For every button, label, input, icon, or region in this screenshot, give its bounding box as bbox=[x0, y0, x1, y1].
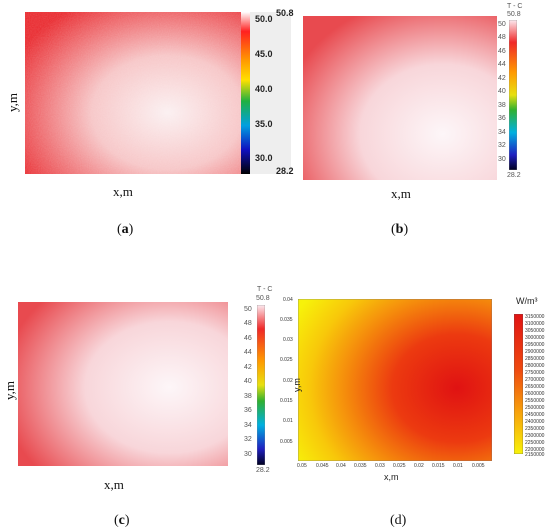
heatmap-a bbox=[25, 12, 241, 174]
colorbar-d-tick: 2550000 bbox=[525, 398, 545, 404]
colorbar-c-tick: 32 bbox=[244, 436, 252, 443]
colorbar-d-tick: 3000000 bbox=[525, 335, 545, 341]
colorbar-d-tick: 2300000 bbox=[525, 433, 545, 439]
panel-label-b: (b) bbox=[391, 222, 409, 237]
d-xtick: 0.02 bbox=[414, 463, 424, 469]
colorbar-d-tick: 2200000 bbox=[525, 447, 545, 453]
colorbar-c-tick: 48 bbox=[244, 320, 252, 327]
d-unit-label: W/m³ bbox=[516, 296, 538, 306]
colorbar-c-tick: 36 bbox=[244, 407, 252, 414]
ylabel-a: y,m bbox=[5, 92, 20, 112]
colorbar-b-tick: 36 bbox=[498, 115, 506, 122]
colorbar-b bbox=[509, 20, 517, 170]
xlabel-d: x,m bbox=[384, 472, 399, 482]
colorbar-c-tick: 30 bbox=[244, 451, 252, 458]
colorbar-d-tick: 2150000 bbox=[525, 452, 545, 458]
d-xtick: 0.03 bbox=[375, 463, 385, 469]
d-xtick: 0.04 bbox=[336, 463, 346, 469]
colorbar-a-tick: 35.0 bbox=[255, 119, 273, 129]
colorbar-c-tick: 50 bbox=[244, 306, 252, 313]
colorbar-d-tick: 2350000 bbox=[525, 426, 545, 432]
colorbar-b-max: 50.8 bbox=[507, 11, 521, 18]
colorbar-d-tick: 2500000 bbox=[525, 405, 545, 411]
colorbar-d-tick: 2250000 bbox=[525, 440, 545, 446]
colorbar-b-tick: 32 bbox=[498, 142, 506, 149]
colorbar-d-tick: 2650000 bbox=[525, 384, 545, 390]
d-xtick: 0.005 bbox=[472, 463, 485, 469]
d-xtick: 0.05 bbox=[297, 463, 307, 469]
d-ytick: 0.025 bbox=[280, 357, 293, 363]
colorbar-c-max: 50.8 bbox=[256, 295, 270, 302]
d-ytick: 0.015 bbox=[280, 398, 293, 404]
d-xtick: 0.015 bbox=[432, 463, 445, 469]
colorbar-a-tick: 40.0 bbox=[255, 84, 273, 94]
d-ytick: 0.02 bbox=[283, 378, 293, 384]
colorbar-d-tick: 2950000 bbox=[525, 342, 545, 348]
colorbar-d-tick: 2450000 bbox=[525, 412, 545, 418]
colorbar-b-tick: 44 bbox=[498, 61, 506, 68]
colorbar-d-tick: 2850000 bbox=[525, 356, 545, 362]
d-ytick: 0.035 bbox=[280, 317, 293, 323]
colorbar-b-tick: 50 bbox=[498, 21, 506, 28]
colorbar-d-tick: 2400000 bbox=[525, 419, 545, 425]
colorbar-a-tick: 45.0 bbox=[255, 49, 273, 59]
colorbar-b-tick: 38 bbox=[498, 102, 506, 109]
colorbar-a-min: 28.2 bbox=[276, 166, 294, 176]
colorbar-b-min: 28.2 bbox=[507, 172, 521, 179]
d-xtick: 0.035 bbox=[354, 463, 367, 469]
colorbar-d-tick: 3150000 bbox=[525, 314, 545, 320]
d-ytick: 0.04 bbox=[283, 297, 293, 303]
panel-label-d: (d) bbox=[390, 513, 407, 528]
heatmap-b bbox=[303, 16, 497, 180]
xlabel-b: x,m bbox=[391, 186, 411, 201]
colorbar-d-tick: 2600000 bbox=[525, 391, 545, 397]
colorbar-c-title: T - C bbox=[257, 286, 273, 293]
colorbar-a-tick: 50.0 bbox=[255, 14, 273, 24]
d-xtick: 0.045 bbox=[316, 463, 329, 469]
colorbar-c-tick: 46 bbox=[244, 335, 252, 342]
colorbar-c-tick: 42 bbox=[244, 364, 252, 371]
xlabel-c: x,m bbox=[104, 477, 124, 492]
d-ytick: 0.005 bbox=[280, 439, 293, 445]
colorbar-c-tick: 40 bbox=[244, 378, 252, 385]
d-ytick: 0.03 bbox=[283, 337, 293, 343]
colorbar-b-title: T - C bbox=[507, 3, 523, 10]
colorbar-d-tick: 2750000 bbox=[525, 370, 545, 376]
colorbar-a bbox=[241, 12, 250, 174]
colorbar-c-tick: 34 bbox=[244, 422, 252, 429]
colorbar-a-max: 50.8 bbox=[276, 8, 294, 18]
colorbar-b-tick: 30 bbox=[498, 156, 506, 163]
colorbar-d-tick: 2700000 bbox=[525, 377, 545, 383]
colorbar-b-tick: 42 bbox=[498, 75, 506, 82]
ylabel-d: y,m bbox=[292, 378, 302, 392]
colorbar-c-min: 28.2 bbox=[256, 467, 270, 474]
colorbar-d bbox=[514, 314, 523, 454]
colorbar-d-tick: 3100000 bbox=[525, 321, 545, 327]
panel-label-a: (a) bbox=[117, 222, 134, 237]
colorbar-c bbox=[257, 305, 265, 465]
colorbar-c-tick: 44 bbox=[244, 349, 252, 356]
ylabel-c: y,m bbox=[2, 380, 17, 400]
heatmap-c bbox=[18, 302, 228, 466]
colorbar-d-tick: 3050000 bbox=[525, 328, 545, 334]
heatmap-d bbox=[298, 299, 492, 461]
colorbar-a-tick: 30.0 bbox=[255, 153, 273, 163]
d-xtick: 0.025 bbox=[393, 463, 406, 469]
d-ytick: 0.01 bbox=[283, 418, 293, 424]
colorbar-b-tick: 46 bbox=[498, 48, 506, 55]
colorbar-d-tick: 2800000 bbox=[525, 363, 545, 369]
xlabel-a: x,m bbox=[113, 184, 133, 199]
colorbar-b-tick: 34 bbox=[498, 129, 506, 136]
panel-label-c: (c) bbox=[114, 513, 130, 528]
colorbar-b-tick: 40 bbox=[498, 88, 506, 95]
d-xtick: 0.01 bbox=[453, 463, 463, 469]
colorbar-d-tick: 2900000 bbox=[525, 349, 545, 355]
colorbar-c-tick: 38 bbox=[244, 393, 252, 400]
colorbar-b-tick: 48 bbox=[498, 34, 506, 41]
